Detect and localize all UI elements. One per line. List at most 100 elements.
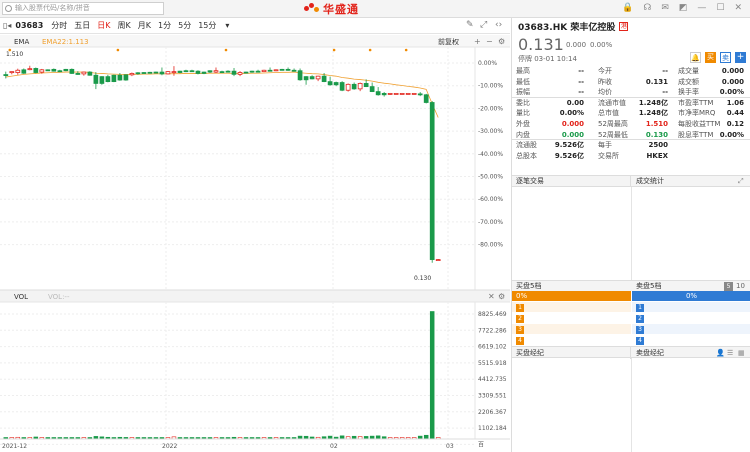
close-icon[interactable]: ✕ bbox=[734, 3, 742, 13]
candle[interactable] bbox=[351, 82, 357, 90]
tab-15min[interactable]: 15分 bbox=[198, 21, 217, 30]
candle[interactable] bbox=[21, 68, 27, 74]
sell-button[interactable]: 卖 bbox=[720, 52, 731, 63]
candle[interactable] bbox=[393, 92, 399, 95]
event-marker[interactable] bbox=[224, 48, 228, 52]
candle[interactable] bbox=[123, 74, 129, 81]
candle[interactable] bbox=[117, 72, 123, 81]
candle[interactable] bbox=[99, 76, 105, 85]
candle[interactable] bbox=[171, 66, 177, 76]
candle[interactable] bbox=[261, 69, 267, 73]
candle[interactable] bbox=[111, 74, 117, 83]
sidebar-toggle-icon[interactable]: ▯◂ bbox=[3, 21, 12, 30]
candle[interactable] bbox=[219, 70, 225, 74]
user-icon[interactable]: 👤 bbox=[716, 349, 725, 357]
chevron-down-icon[interactable]: ▾ bbox=[225, 21, 230, 30]
event-marker[interactable] bbox=[8, 48, 12, 52]
expand-icon[interactable]: ‹› bbox=[495, 20, 503, 30]
candle[interactable] bbox=[87, 71, 93, 76]
draw-icon[interactable]: ✎ bbox=[466, 20, 474, 30]
ticks-label[interactable]: 逐笔交易 bbox=[516, 177, 544, 185]
minimize-icon[interactable]: — bbox=[697, 3, 707, 13]
candle[interactable] bbox=[165, 71, 171, 75]
buy-button[interactable]: 买 bbox=[705, 52, 716, 63]
candle[interactable] bbox=[303, 76, 309, 85]
candle[interactable] bbox=[387, 92, 393, 95]
minus-icon[interactable]: − bbox=[486, 37, 493, 46]
kline-chart[interactable]: EMA EMA22:1.113 前复权 + − ⚙ 1.510 0.00% -10… bbox=[0, 35, 510, 452]
search-input[interactable]: 输入股票代码/名称/拼音 bbox=[2, 2, 164, 15]
lock-icon[interactable]: 🔒 bbox=[622, 3, 634, 13]
candle[interactable] bbox=[291, 68, 297, 72]
tab-weekly-k[interactable]: 周K bbox=[117, 21, 131, 30]
candle[interactable] bbox=[75, 71, 81, 75]
add-watchlist-button[interactable]: + bbox=[735, 52, 746, 63]
candle[interactable] bbox=[207, 70, 213, 73]
candle[interactable] bbox=[321, 72, 327, 83]
candle[interactable] bbox=[327, 76, 333, 86]
candle[interactable] bbox=[237, 71, 243, 77]
candle[interactable] bbox=[357, 82, 363, 92]
fullscreen-icon[interactable]: ⤢ bbox=[480, 20, 488, 30]
tab-daily-k[interactable]: 日K bbox=[97, 21, 111, 30]
settings-icon[interactable]: ⚙ bbox=[498, 37, 505, 46]
event-marker[interactable] bbox=[404, 48, 408, 52]
candle[interactable] bbox=[183, 69, 189, 73]
candle[interactable] bbox=[3, 71, 9, 79]
event-marker[interactable] bbox=[368, 48, 372, 52]
depth-10[interactable]: 10 bbox=[736, 282, 745, 290]
event-marker[interactable] bbox=[332, 48, 336, 52]
candle[interactable] bbox=[93, 72, 99, 90]
tab-five-day[interactable]: 五日 bbox=[74, 21, 91, 30]
candle[interactable] bbox=[267, 67, 273, 72]
tab-timeshare[interactable]: 分时 bbox=[51, 21, 68, 30]
candle[interactable] bbox=[213, 67, 219, 73]
grid-view-icon[interactable]: ▦ bbox=[738, 349, 745, 357]
expand-ticks-icon[interactable]: ⤢ bbox=[738, 177, 744, 185]
candle[interactable] bbox=[9, 71, 15, 75]
candle[interactable] bbox=[195, 70, 201, 75]
candle[interactable] bbox=[141, 72, 147, 74]
candle[interactable] bbox=[405, 92, 411, 95]
candle[interactable] bbox=[153, 71, 159, 74]
candle[interactable] bbox=[435, 259, 441, 261]
candle[interactable] bbox=[429, 101, 435, 263]
candle[interactable] bbox=[381, 92, 387, 97]
mail-icon[interactable]: ✉ bbox=[661, 3, 669, 13]
event-marker[interactable] bbox=[116, 48, 120, 52]
candle[interactable] bbox=[375, 87, 381, 96]
candle[interactable] bbox=[273, 69, 279, 72]
candle[interactable] bbox=[243, 71, 249, 74]
candle[interactable] bbox=[399, 92, 405, 95]
candle[interactable] bbox=[225, 70, 231, 73]
add-icon[interactable]: + bbox=[474, 37, 481, 46]
candle[interactable] bbox=[309, 75, 315, 80]
adjust-select[interactable]: 前复权 bbox=[438, 37, 459, 46]
candle[interactable] bbox=[333, 81, 339, 87]
candle[interactable] bbox=[45, 69, 51, 72]
candle[interactable] bbox=[189, 69, 195, 73]
depth-selector[interactable]: 5 bbox=[724, 282, 733, 291]
candle[interactable] bbox=[51, 68, 57, 72]
candle[interactable] bbox=[423, 93, 429, 104]
candle[interactable] bbox=[315, 75, 321, 82]
candle[interactable] bbox=[39, 68, 45, 74]
candle[interactable] bbox=[369, 82, 375, 93]
candle[interactable] bbox=[279, 68, 285, 71]
candle[interactable] bbox=[363, 79, 369, 88]
candle[interactable] bbox=[417, 92, 423, 97]
candle[interactable] bbox=[339, 81, 345, 92]
candle[interactable] bbox=[231, 67, 237, 77]
candle[interactable] bbox=[285, 67, 291, 71]
list-view-icon[interactable]: ☰ bbox=[727, 349, 734, 357]
maximize-icon[interactable]: ☐ bbox=[716, 3, 725, 13]
candle[interactable] bbox=[345, 83, 351, 92]
candle[interactable] bbox=[81, 71, 87, 76]
candle[interactable] bbox=[147, 71, 153, 74]
candle[interactable] bbox=[411, 92, 417, 95]
candle[interactable] bbox=[297, 68, 303, 81]
chart-canvas[interactable]: EMA EMA22:1.113 前复权 + − ⚙ 1.510 0.00% -10… bbox=[0, 35, 510, 452]
skin-icon[interactable]: ◩ bbox=[678, 3, 688, 13]
candle[interactable] bbox=[27, 65, 33, 71]
stats-label[interactable]: 成交统计 bbox=[636, 177, 664, 185]
